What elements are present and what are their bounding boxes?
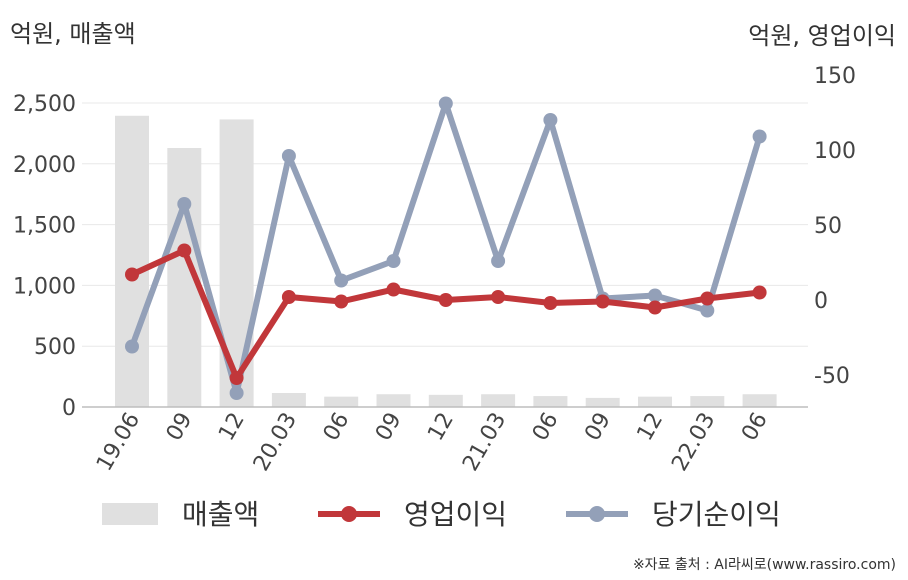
data-point — [543, 113, 558, 127]
bar — [271, 393, 306, 407]
right-axis-unit: 억원, 영업이익 — [748, 22, 896, 50]
x-tick-label: 06 — [528, 409, 564, 446]
data-point — [752, 129, 767, 144]
bar — [376, 394, 411, 407]
data-point — [177, 243, 192, 258]
left-tick-label: 500 — [34, 335, 76, 360]
right-tick-label: -50 — [814, 364, 850, 389]
x-tick-label: 20.03 — [249, 409, 302, 476]
x-tick-label: 12 — [633, 409, 669, 446]
left-tick-label: 1,500 — [13, 214, 76, 239]
x-tick-label: 09 — [580, 409, 616, 446]
right-tick-label: 0 — [814, 289, 828, 314]
bar — [690, 396, 725, 407]
legend: 매출액 영업이익 당기순이익 — [102, 498, 781, 531]
right-tick-label: 100 — [814, 139, 856, 164]
data-point — [125, 339, 139, 354]
left-tick-label: 1,000 — [13, 274, 76, 299]
legend-marker — [589, 506, 605, 522]
left-tick-label: 0 — [62, 396, 76, 421]
data-point — [700, 291, 715, 306]
left-axis-unit: 억원, 매출액 — [10, 20, 136, 48]
data-point — [229, 371, 244, 385]
data-point — [491, 254, 506, 268]
grid-lines — [82, 102, 808, 347]
data-point — [386, 254, 401, 268]
data-point — [281, 149, 296, 163]
bar — [638, 396, 672, 407]
data-point — [595, 294, 610, 309]
bar — [481, 394, 516, 407]
data-point — [491, 290, 506, 304]
data-point — [648, 288, 662, 303]
legend-label: 영업이익 — [404, 498, 507, 531]
data-point — [386, 282, 401, 297]
right-tick-label: 150 — [814, 64, 856, 89]
data-point — [438, 293, 453, 307]
data-point — [281, 290, 296, 304]
legend-label: 매출액 — [182, 498, 259, 531]
legend-label: 당기순이익 — [652, 498, 781, 531]
legend-swatch — [102, 503, 158, 525]
data-point — [334, 294, 349, 309]
x-tick-label: 21.03 — [458, 408, 511, 475]
x-tick-label: 06 — [319, 409, 355, 446]
x-tick-label: 12 — [423, 409, 459, 446]
data-point — [648, 300, 662, 315]
data-point — [125, 267, 139, 282]
x-tick-label: 09 — [371, 409, 407, 446]
data-point — [752, 285, 767, 300]
data-point — [543, 296, 558, 310]
right-tick-label: 50 — [814, 214, 842, 239]
bar — [428, 394, 463, 407]
data-point — [438, 96, 453, 111]
x-tick-label: 19.06 — [92, 409, 145, 476]
bar — [324, 396, 359, 407]
left-tick-label: 2,500 — [13, 92, 76, 117]
data-point — [177, 197, 192, 211]
x-tick-label: 09 — [162, 409, 198, 446]
bar — [115, 115, 149, 407]
bar — [742, 394, 777, 407]
bar — [533, 396, 568, 407]
x-tick-label: 12 — [214, 409, 250, 446]
data-point — [700, 303, 715, 318]
source-note: ※자료 출처 : AI라씨로(www.rassiro.com) — [632, 557, 896, 573]
bar — [585, 397, 620, 407]
bar-series — [115, 115, 777, 407]
line-series — [125, 96, 767, 400]
data-point — [334, 273, 349, 288]
x-tick-label: 06 — [737, 409, 773, 446]
data-point — [229, 386, 244, 400]
x-tick-label: 22.03 — [667, 409, 720, 476]
left-tick-label: 2,000 — [13, 153, 76, 178]
legend-marker — [341, 506, 357, 522]
